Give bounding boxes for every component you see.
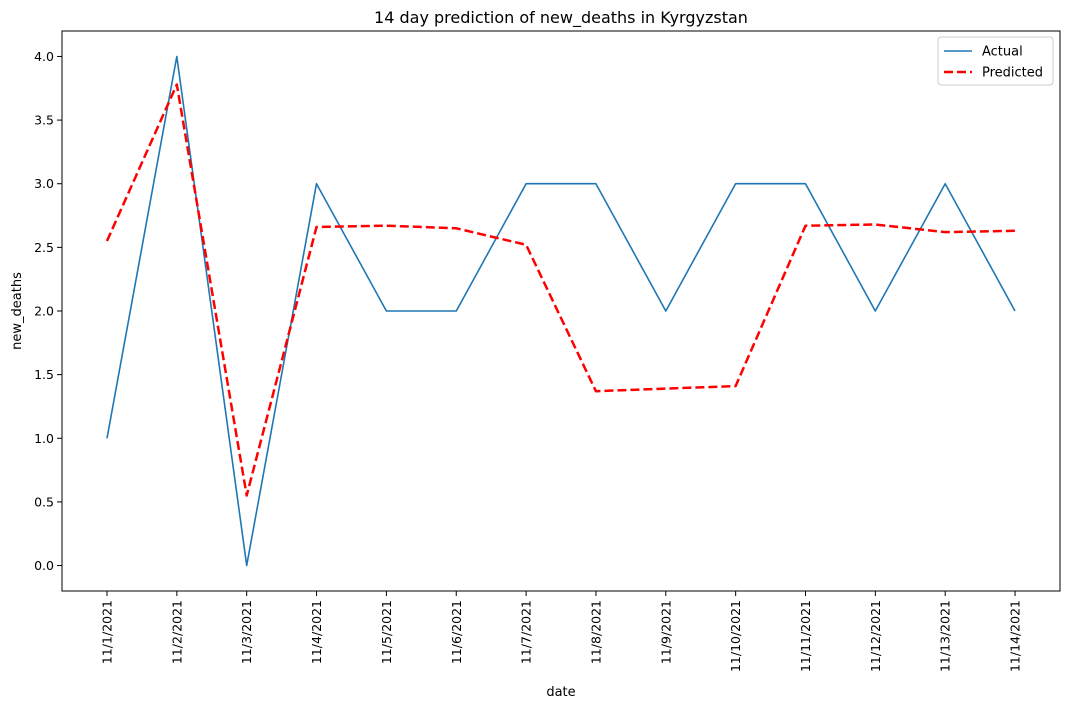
x-axis: 11/1/2021 11/2/2021 11/3/2021 11/4/2021 11/5… bbox=[100, 591, 1023, 672]
y-tick-label: 4.0 bbox=[34, 49, 54, 64]
y-tick-label: 1.0 bbox=[34, 431, 54, 446]
legend-label-actual: Actual bbox=[982, 45, 1023, 60]
y-tick-label: 0.5 bbox=[34, 494, 54, 509]
x-tick-label: 11/4/2021 bbox=[309, 600, 324, 664]
y-axis-label: new_deaths bbox=[10, 272, 25, 350]
legend-label-predicted: Predicted bbox=[982, 66, 1043, 81]
x-tick-label: 11/8/2021 bbox=[588, 600, 603, 664]
y-tick-label: 1.5 bbox=[34, 367, 54, 382]
x-tick-label: 11/14/2021 bbox=[1008, 600, 1023, 672]
series-line-actual bbox=[106, 55, 1016, 567]
y-axis: 0.0 0.5 1.0 1.5 2.0 2.5 3.0 3.5 4.0 bbox=[34, 49, 62, 573]
x-tick-label: 11/1/2021 bbox=[100, 600, 115, 664]
x-tick-label: 11/2/2021 bbox=[169, 600, 184, 664]
x-tick-label: 11/7/2021 bbox=[519, 600, 534, 664]
x-tick-label: 11/3/2021 bbox=[239, 600, 254, 664]
y-tick-label: 3.5 bbox=[34, 113, 54, 128]
x-tick-label: 11/10/2021 bbox=[728, 600, 743, 672]
x-tick-label: 11/5/2021 bbox=[379, 600, 394, 664]
legend: Actual Predicted bbox=[937, 36, 1054, 86]
x-tick-label: 11/6/2021 bbox=[449, 600, 464, 664]
x-tick-label: 11/13/2021 bbox=[938, 600, 953, 672]
y-tick-label: 0.0 bbox=[34, 558, 54, 573]
legend-box bbox=[937, 36, 1054, 86]
chart-title: 14 day prediction of new_deaths in Kyrgy… bbox=[374, 8, 748, 28]
plot-area bbox=[105, 55, 1016, 567]
y-tick-label: 2.5 bbox=[34, 240, 54, 255]
y-tick-label: 2.0 bbox=[34, 304, 54, 319]
x-tick-label: 11/11/2021 bbox=[798, 600, 813, 672]
series-line-predicted bbox=[105, 83, 1016, 497]
y-tick-label: 3.0 bbox=[34, 176, 54, 191]
x-axis-label: date bbox=[546, 685, 575, 700]
x-tick-label: 11/12/2021 bbox=[868, 600, 883, 672]
x-tick-label: 11/9/2021 bbox=[658, 600, 673, 664]
